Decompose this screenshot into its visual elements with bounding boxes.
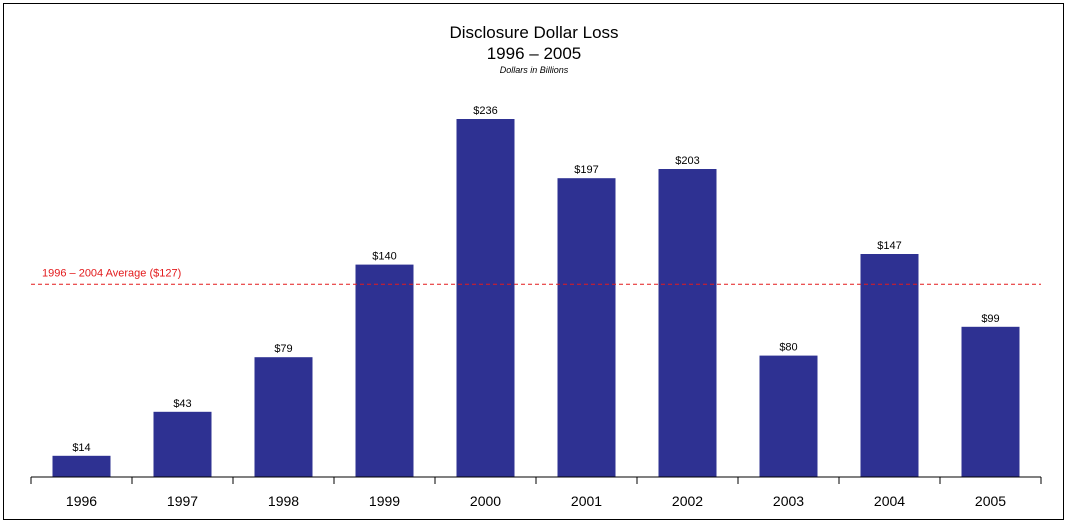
value-label-2005: $99 [981, 313, 999, 325]
tick-label-1999: 1999 [369, 493, 400, 509]
x-axis-tick-labels: 1996 1997 1998 1999 2000 2001 2002 2003 2004 2005 [66, 493, 1006, 509]
tick-label-2000: 2000 [470, 493, 501, 509]
bar-1999 [355, 264, 414, 477]
bar-1998 [254, 357, 313, 477]
value-label-1999: $140 [372, 251, 396, 263]
chart-subtitle: Dollars in Billions [499, 65, 569, 75]
bar-2001 [557, 178, 616, 477]
bar-2005 [961, 326, 1020, 477]
chart-title-block: Disclosure Dollar Loss 1996 – 2005 Dolla… [0, 22, 1068, 77]
tick-label-1997: 1997 [167, 493, 198, 509]
value-label-2003: $80 [779, 342, 797, 354]
tick-label-2005: 2005 [975, 493, 1006, 509]
average-reference-label: 1996 – 2004 Average ($127) [42, 267, 181, 279]
bar-2002 [658, 169, 717, 477]
bar-2003 [759, 355, 818, 477]
bar-2000 [456, 119, 515, 477]
value-label-1996: $14 [72, 442, 90, 454]
tick-label-2002: 2002 [672, 493, 703, 509]
value-label-1998: $79 [274, 343, 292, 355]
value-label-2004: $147 [877, 240, 901, 252]
chart-title-range: 1996 – 2005 [486, 44, 582, 63]
tick-label-2004: 2004 [874, 493, 905, 509]
value-label-1997: $43 [173, 398, 191, 410]
value-label-2001: $197 [574, 164, 598, 176]
tick-label-2001: 2001 [571, 493, 602, 509]
tick-label-1998: 1998 [268, 493, 299, 509]
value-label-2000: $236 [473, 105, 497, 117]
bar-1996 [52, 455, 111, 477]
chart-title: Disclosure Dollar Loss [449, 23, 619, 42]
bars-group [52, 119, 1020, 477]
tick-label-1996: 1996 [66, 493, 97, 509]
tick-label-2003: 2003 [773, 493, 804, 509]
bar-2004 [860, 254, 919, 477]
value-label-2002: $203 [675, 155, 699, 167]
reference-line-group: 1996 – 2004 Average ($127) [31, 267, 1041, 285]
bar-1997 [153, 411, 212, 477]
value-labels-group: $14 $43 $79 $140 $236 $197 $203 $80 $147 $99 [72, 105, 999, 454]
x-axis-ticks [30, 477, 1042, 484]
